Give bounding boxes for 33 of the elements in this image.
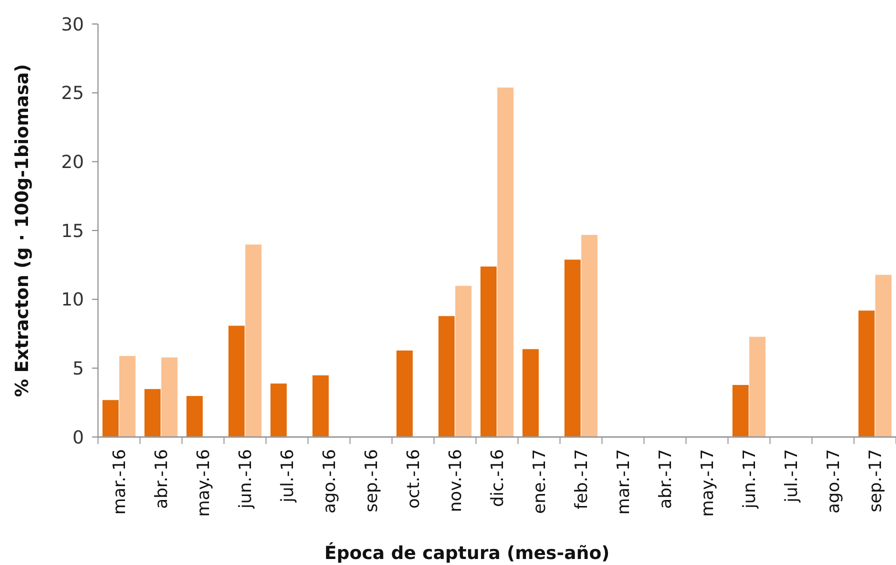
y-tick-label: 10	[61, 290, 84, 311]
bar	[396, 350, 414, 438]
y-tick-label: 25	[61, 83, 84, 104]
x-tick-label: oct.-16	[404, 449, 424, 509]
y-tick-label: 5	[72, 358, 84, 380]
x-tick-label: dic.-16	[488, 449, 508, 508]
x-tick-label: may.-16	[194, 449, 214, 517]
y-tick-label: 15	[61, 220, 84, 242]
bar	[186, 395, 204, 438]
bar	[312, 374, 330, 438]
x-tick-label: ago.-16	[320, 449, 340, 514]
x-tick-label: mar.-17	[614, 449, 634, 515]
y-tick-label: 30	[61, 14, 84, 36]
x-tick-label: mar.-16	[110, 449, 130, 515]
x-tick-label: ago.-17	[824, 449, 844, 514]
x-tick-label: sep.-17	[866, 449, 886, 512]
bar	[522, 348, 540, 438]
bar	[270, 383, 288, 438]
x-tick-label: jul.-17	[782, 449, 802, 504]
x-tick-label: ene.-17	[530, 449, 550, 514]
y-tick-label: 20	[61, 152, 84, 173]
x-tick-label: jun.-17	[740, 449, 760, 510]
x-tick-label: feb.-17	[572, 449, 592, 510]
x-tick-label: abr.-16	[152, 449, 172, 509]
x-tick-label: jul.-16	[278, 449, 298, 504]
x-tick-label: may.-17	[698, 449, 718, 517]
x-tick-label: nov.-16	[446, 449, 466, 512]
y-tick-label: 0	[72, 427, 84, 448]
x-tick-label: sep.-16	[362, 449, 382, 512]
x-axis-title: Época de captura (mes-año)	[324, 542, 610, 564]
x-tick-label: jun.-16	[236, 449, 256, 510]
x-tick-label: abr.-17	[656, 449, 676, 509]
y-axis-title: % Extracton (g · 100g-1biomasa)	[12, 64, 33, 397]
